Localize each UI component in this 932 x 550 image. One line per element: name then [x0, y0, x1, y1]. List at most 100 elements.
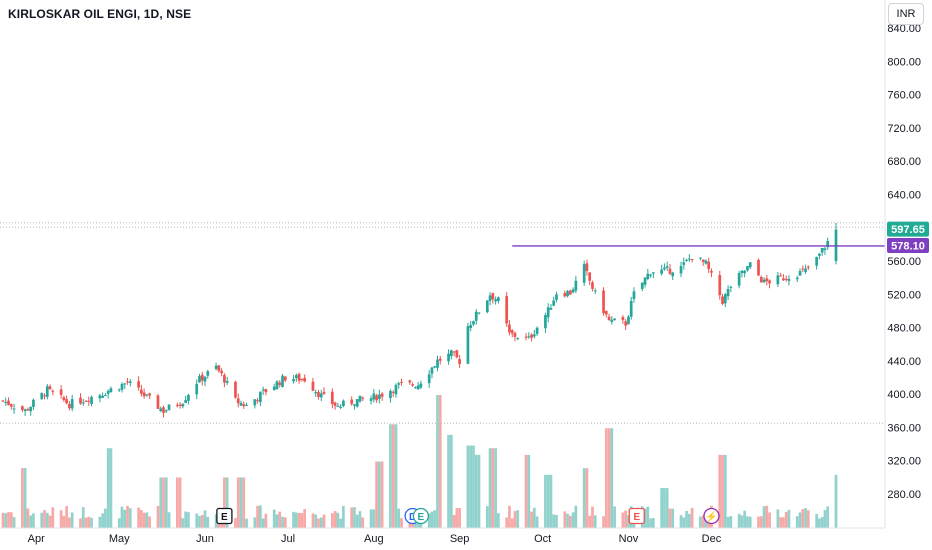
volume-bar — [820, 517, 824, 528]
candle-body — [627, 316, 630, 325]
candle-body — [333, 402, 337, 406]
volume-bar — [253, 517, 257, 528]
volume-bar — [455, 508, 459, 528]
candle-body — [593, 290, 597, 292]
candle-body — [195, 383, 199, 395]
volume-bar — [474, 454, 478, 528]
candle-body — [394, 385, 398, 395]
x-tick-label: Oct — [534, 533, 551, 545]
volume-bar — [79, 518, 82, 528]
currency-button[interactable]: INR — [888, 3, 924, 25]
volume-bar — [532, 507, 536, 528]
volume-bar — [104, 508, 107, 528]
candle-body — [759, 277, 763, 283]
candle-body — [602, 290, 605, 314]
candle-body — [223, 375, 226, 383]
candle-body — [297, 373, 301, 381]
candle-body — [607, 316, 611, 321]
candle-body — [513, 333, 517, 337]
y-tick-label: 680.00 — [887, 156, 921, 168]
volume-bar — [70, 512, 74, 528]
candle-body — [391, 391, 395, 393]
volume-bar — [704, 518, 708, 528]
candle-body — [198, 375, 201, 383]
volume-bar — [242, 477, 246, 528]
volume-bar — [643, 508, 647, 528]
volume-bar — [278, 511, 282, 528]
x-tick-label: Aug — [364, 533, 384, 545]
candle-body — [48, 386, 52, 389]
volume-bar — [400, 518, 403, 528]
volume-bar — [223, 477, 226, 528]
candle-body — [665, 266, 669, 268]
candle-body — [710, 270, 713, 273]
candle-body — [217, 365, 221, 371]
volume-bar — [466, 445, 470, 528]
candle-body — [748, 262, 752, 268]
y-tick-label: 360.00 — [887, 422, 921, 434]
candle-body — [563, 293, 567, 297]
y-tick-label: 440.00 — [887, 356, 921, 368]
volume-bar — [530, 511, 533, 528]
volume-bar — [449, 434, 453, 528]
candle-body — [508, 324, 511, 333]
candle-body — [679, 266, 683, 274]
volume-bar — [740, 515, 744, 528]
candle-body — [474, 311, 478, 321]
volume-bar — [527, 454, 531, 528]
volume-bar — [355, 514, 359, 528]
candle-body — [795, 277, 799, 280]
candle-body — [62, 397, 66, 401]
candle-body — [488, 295, 492, 301]
volume-bar — [187, 512, 190, 528]
volume-bar — [718, 454, 722, 528]
candle-body — [283, 376, 287, 381]
candle-body — [314, 392, 318, 394]
volume-bar — [505, 517, 509, 528]
volume-bar — [516, 510, 520, 528]
candle-body — [604, 310, 608, 315]
candle-body — [32, 399, 35, 407]
candle-body — [546, 307, 550, 318]
candle-body — [126, 381, 129, 383]
candle-body — [164, 410, 168, 412]
candle-body — [582, 264, 586, 283]
candle-body — [568, 290, 572, 295]
candle-body — [768, 280, 771, 284]
candle-body — [433, 366, 437, 368]
volume-bar — [259, 505, 262, 528]
candle-body — [552, 300, 556, 306]
candle-body — [9, 404, 13, 407]
candle-body — [497, 297, 500, 302]
candle-body — [12, 408, 16, 410]
candle-body — [303, 377, 307, 382]
candle-body — [350, 399, 354, 404]
candle-body — [632, 291, 636, 300]
volume-bar — [300, 513, 304, 528]
candle-body — [408, 380, 412, 383]
candle-body — [140, 389, 143, 394]
candle-body — [353, 404, 356, 406]
volume-bar — [806, 510, 810, 528]
candle-body — [804, 268, 807, 272]
candle-body — [120, 383, 124, 390]
candle-body — [358, 395, 362, 402]
candle-body — [784, 278, 788, 280]
event-marker-label: D — [409, 512, 416, 523]
volume-bar — [604, 428, 608, 528]
candle-body — [660, 269, 664, 274]
candle-body — [413, 387, 417, 389]
candle-body — [806, 266, 810, 268]
volume-bar — [549, 474, 553, 528]
volume-bar — [787, 509, 791, 528]
volume-bar — [394, 424, 398, 528]
volume-bar — [117, 518, 121, 528]
volume-bar — [12, 517, 16, 528]
event-marker-label: ⚡ — [705, 510, 717, 523]
volume-bar — [159, 477, 163, 528]
candle-body — [319, 393, 323, 398]
volume-bar — [195, 513, 199, 528]
volume-bar — [317, 518, 320, 528]
volume-bar — [585, 468, 589, 528]
